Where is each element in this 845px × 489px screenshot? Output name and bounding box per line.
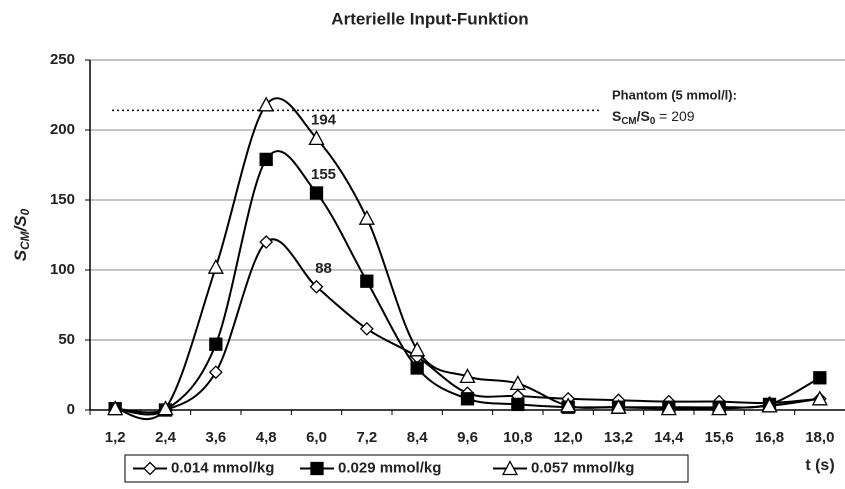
y-tick-label: 50 (58, 331, 75, 348)
formula-rest: = 209 (655, 108, 695, 124)
subscript: 0 (18, 208, 32, 215)
x-tick-label: 18,0 (805, 429, 834, 446)
reference-label: Phantom (5 mmol/l): (612, 87, 737, 102)
marker (207, 258, 224, 274)
marker (258, 96, 275, 112)
subscript: 0 (650, 116, 656, 127)
data-label: 155 (311, 166, 336, 183)
marker (107, 400, 124, 416)
marker (711, 400, 728, 416)
y-axis-label: SCM/S0 (11, 208, 32, 261)
x-tick-label: 8,4 (407, 429, 429, 446)
marker (410, 361, 424, 375)
x-tick-label: 12,0 (554, 429, 583, 446)
legend-label: 0.029 mmol/kg (338, 459, 441, 476)
x-tick-label: 13,2 (604, 429, 633, 446)
marker (359, 321, 374, 336)
marker (360, 274, 374, 288)
x-tick-label: 3,6 (205, 429, 226, 446)
formula-part: S (11, 249, 30, 261)
series-line (115, 150, 821, 416)
x-tick-label: 16,8 (755, 429, 784, 446)
marker (660, 400, 677, 416)
chart-title: Arterielle Input-Funktion (331, 9, 528, 28)
marker (157, 400, 174, 416)
marker (460, 392, 475, 406)
y-tick-label: 150 (50, 191, 75, 208)
formula-part: /S (637, 108, 650, 124)
y-tick-label: 250 (50, 51, 75, 68)
x-tick-label: 10,8 (503, 429, 532, 446)
x-tick-label: 9,6 (457, 429, 478, 446)
marker (358, 209, 375, 225)
marker (409, 341, 426, 357)
x-tick-label: 6,0 (306, 429, 327, 446)
x-tick-label: 7,2 (356, 429, 377, 446)
marker (813, 371, 827, 385)
marker (208, 365, 223, 380)
marker (143, 461, 157, 476)
marker (511, 397, 525, 412)
reference-formula: SCM/S0 = 209 (612, 108, 695, 127)
data-label: 194 (311, 111, 337, 128)
subscript: CM (621, 116, 636, 127)
marker (459, 368, 476, 384)
marker (308, 130, 325, 146)
x-tick-label: 1,2 (105, 429, 126, 446)
x-axis-label: t (s) (805, 457, 834, 474)
x-tick-label: 15,6 (705, 429, 734, 446)
marker (560, 397, 577, 413)
marker (309, 186, 324, 200)
series-line (115, 238, 820, 414)
marker (259, 152, 273, 167)
marker (811, 390, 828, 406)
marker (209, 337, 223, 351)
legend-label: 0.057 mmol/kg (531, 459, 634, 476)
legend-label: 0.014 mmol/kg (171, 459, 274, 476)
y-tick-label: 0 (67, 401, 75, 418)
formula-part: /S (11, 215, 30, 233)
marker (610, 398, 627, 414)
x-tick-label: 14,4 (654, 429, 684, 446)
marker (310, 461, 324, 476)
marker (509, 375, 526, 391)
x-tick-label: 2,4 (155, 429, 177, 446)
marker (761, 397, 778, 413)
marker (259, 235, 274, 249)
marker (309, 279, 324, 294)
y-tick-label: 200 (50, 121, 75, 138)
data-label: 88 (315, 260, 332, 277)
formula-part: S (612, 108, 621, 124)
y-tick-label: 100 (50, 261, 75, 278)
marker (501, 460, 519, 476)
legend-box (124, 454, 689, 483)
subscript: CM (18, 230, 32, 250)
x-tick-label: 4,8 (256, 429, 277, 446)
